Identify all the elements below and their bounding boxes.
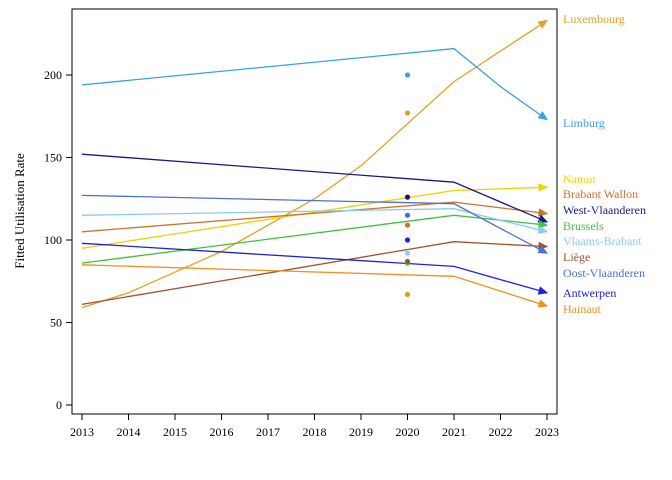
series-line-vlaams-brabant <box>81 208 548 233</box>
x-tick-label-2019: 2019 <box>349 425 373 439</box>
series-brussels <box>81 214 549 264</box>
series-line-limburg <box>81 47 548 121</box>
point-2020-brabant-wallon <box>404 222 411 228</box>
x-tick-label-2021: 2021 <box>442 425 466 439</box>
point-2020-limburg <box>404 72 411 78</box>
point-2020-antwerpen <box>404 237 411 243</box>
point-2020-oost-vlaanderen <box>404 212 411 218</box>
x-tick-label-2022: 2022 <box>489 425 513 439</box>
y-tick-label-100: 100 <box>44 233 62 247</box>
x-tick-label-2020: 2020 <box>396 425 420 439</box>
y-tick-label-150: 150 <box>44 151 62 165</box>
y-tick-label-200: 200 <box>44 68 62 82</box>
series-arrowhead-limburg <box>537 111 549 121</box>
series-lines <box>81 19 549 309</box>
series-line-oost-vlaanderen <box>81 194 548 254</box>
x-tick-label-2018: 2018 <box>303 425 327 439</box>
series-oost-vlaanderen <box>81 194 549 254</box>
series-label-brabant-wallon: Brabant Wallon <box>563 187 638 201</box>
series-label-limburg: Limburg <box>563 116 605 130</box>
series-arrowhead-west-vlaanderen <box>537 214 549 223</box>
series-arrowhead-namur <box>538 183 549 192</box>
series-label-west-vlaanderen: West-Vlaanderen <box>563 203 646 217</box>
series-vlaams-brabant <box>81 208 549 234</box>
point-2020-liege <box>404 258 411 265</box>
series-label-namur: Namur <box>563 172 596 186</box>
series-antwerpen <box>81 242 549 295</box>
x-tick-label-2013: 2013 <box>70 425 94 439</box>
series-label-hainaut: Hainaut <box>563 302 602 316</box>
series-label-luxembourg: Luxembourg <box>563 12 625 26</box>
x-tick-label-2017: 2017 <box>256 425 280 439</box>
series-line-hainaut <box>81 264 548 307</box>
series-arrowhead-luxembourg <box>537 19 549 29</box>
series-line-antwerpen <box>81 242 548 294</box>
series-line-luxembourg <box>81 20 548 309</box>
x-tick-label-2023: 2023 <box>535 425 559 439</box>
point-2020-hainaut <box>404 291 411 298</box>
series-arrowhead-antwerpen <box>537 286 549 295</box>
series-arrowhead-vlaams-brabant <box>537 225 549 234</box>
series-label-vlaams-brabant: Vlaams-Brabant <box>563 234 642 248</box>
x-tick-label-2014: 2014 <box>117 425 141 439</box>
point-2020-luxembourg <box>404 110 411 116</box>
y-tick-label-50: 50 <box>50 316 62 330</box>
series-label-liege: Liège <box>563 250 590 264</box>
series-label-brussels: Brussels <box>563 219 604 233</box>
series-limburg <box>81 47 549 121</box>
series-points <box>404 72 411 298</box>
x-tick-label-2016: 2016 <box>210 425 234 439</box>
y-axis-title: Fitted Utilisation Rate <box>12 153 27 269</box>
series-hainaut <box>81 264 549 308</box>
series-brabant-wallon <box>81 201 549 233</box>
series-line-namur <box>81 186 548 249</box>
series-label-oost-vlaanderen: Oost-Vlaanderen <box>563 266 645 280</box>
series-arrowhead-hainaut <box>537 299 549 308</box>
series-line-west-vlaanderen <box>81 153 548 223</box>
x-axis: 2013 2014 2015 2016 2017 2018 2019 2020 2021 2022… <box>70 414 559 439</box>
series-line-brabant-wallon <box>81 201 548 233</box>
series-label-antwerpen: Antwerpen <box>563 286 616 300</box>
x-tick-label-2015: 2015 <box>163 425 187 439</box>
series-arrowhead-oost-vlaanderen <box>537 245 549 254</box>
point-2020-west-vlaanderen <box>404 194 411 200</box>
series-luxembourg <box>81 19 549 309</box>
series-west-vlaanderen <box>81 153 549 223</box>
series-arrowhead-brussels <box>538 220 549 229</box>
series-line-brussels <box>81 214 548 264</box>
y-axis: 0 50 100 150 200 <box>44 68 72 412</box>
series-arrowhead-brabant-wallon <box>538 208 549 217</box>
y-tick-label-0: 0 <box>56 398 62 412</box>
series-namur <box>81 183 549 249</box>
series-line-liege <box>81 241 548 306</box>
point-2020-vlaams-brabant <box>404 250 411 256</box>
